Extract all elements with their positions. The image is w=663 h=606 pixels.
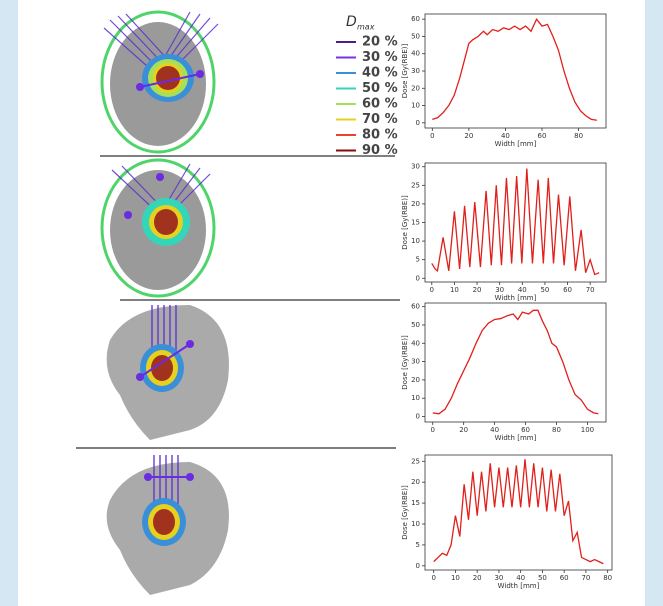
ct-image <box>106 305 229 440</box>
legend-label: 40 % <box>362 66 398 81</box>
y-tick-label: 20 <box>411 200 420 208</box>
x-tick-label: 0 <box>431 574 435 582</box>
x-tick-label: 80 <box>603 574 612 582</box>
x-tick-label: 30 <box>494 574 503 582</box>
ct-image <box>100 10 219 154</box>
y-tick-label: 10 <box>411 394 420 402</box>
y-tick-label: 60 <box>411 303 420 311</box>
data-line <box>432 17 597 121</box>
x-tick-label: 20 <box>459 426 468 434</box>
x-axis-label: Width [mm] <box>498 582 540 590</box>
y-axis-label: Dose [Gy(RBE)] <box>401 195 409 250</box>
legend-label: 90 % <box>362 143 398 158</box>
plot-frame <box>424 454 613 571</box>
y-axis-label: Dose [Gy(RBE)] <box>401 485 409 540</box>
y-tick-label: 30 <box>411 358 420 366</box>
x-tick-label: 60 <box>563 286 572 294</box>
y-tick-label: 60 <box>411 15 420 23</box>
plot-frame <box>424 302 607 423</box>
x-tick-label: 40 <box>501 132 510 140</box>
y-tick-label: 30 <box>411 163 420 171</box>
x-tick-label: 0 <box>431 426 435 434</box>
x-axis-label: Width [mm] <box>495 434 537 442</box>
x-tick-label: 40 <box>518 286 527 294</box>
x-tick-label: 40 <box>516 574 525 582</box>
y-tick-label: 5 <box>416 541 420 549</box>
y-tick-label: 20 <box>411 84 420 92</box>
x-tick-label: 40 <box>490 426 499 434</box>
legend-label: 70 % <box>362 112 398 127</box>
y-tick-label: 25 <box>411 457 420 465</box>
y-tick-label: 0 <box>416 274 420 282</box>
x-tick-label: 20 <box>473 574 482 582</box>
x-tick-label: 10 <box>451 574 460 582</box>
x-tick-label: 80 <box>574 132 583 140</box>
y-tick-label: 0 <box>416 562 420 570</box>
ct-image <box>106 455 229 595</box>
y-tick-label: 15 <box>411 499 420 507</box>
legend-label: 60 % <box>362 97 398 112</box>
x-tick-label: 30 <box>495 286 504 294</box>
plot-frame <box>424 162 607 283</box>
y-tick-label: 0 <box>416 119 420 127</box>
x-tick-label: 70 <box>581 574 590 582</box>
legend-label: 50 % <box>362 81 398 96</box>
x-tick-label: 60 <box>560 574 569 582</box>
legend-title-sub: max <box>357 23 375 32</box>
x-axis-label: Width [mm] <box>495 294 537 302</box>
legend-label: 30 % <box>362 50 398 65</box>
x-tick-label: 50 <box>540 286 549 294</box>
legend-label: 20 % <box>362 35 398 50</box>
x-axis-label: Width [mm] <box>495 140 537 148</box>
x-tick-label: 20 <box>464 132 473 140</box>
data-line <box>433 459 604 565</box>
y-tick-label: 40 <box>411 50 420 58</box>
plot-frame <box>424 13 607 129</box>
data-line <box>431 168 600 276</box>
x-tick-label: 70 <box>586 286 595 294</box>
y-tick-label: 10 <box>411 237 420 245</box>
x-tick-label: 60 <box>521 426 530 434</box>
x-tick-label: 0 <box>430 286 434 294</box>
x-tick-label: 10 <box>450 286 459 294</box>
y-tick-label: 50 <box>411 321 420 329</box>
y-tick-label: 40 <box>411 339 420 347</box>
x-tick-label: 50 <box>538 574 547 582</box>
y-tick-label: 50 <box>411 32 420 40</box>
x-tick-label: 60 <box>538 132 547 140</box>
y-tick-label: 10 <box>411 520 420 528</box>
x-tick-label: 80 <box>552 426 561 434</box>
y-tick-label: 10 <box>411 102 420 110</box>
y-tick-label: 20 <box>411 376 420 384</box>
y-tick-label: 15 <box>411 219 420 227</box>
ct-image <box>100 158 216 298</box>
y-axis-label: Dose [Gy(RBE)] <box>401 44 409 99</box>
x-tick-label: 100 <box>581 426 594 434</box>
data-line <box>432 309 599 415</box>
y-tick-label: 20 <box>411 478 420 486</box>
y-tick-label: 25 <box>411 181 420 189</box>
y-axis-label: Dose [Gy(RBE)] <box>401 335 409 390</box>
y-tick-label: 30 <box>411 67 420 75</box>
y-tick-label: 5 <box>416 256 420 264</box>
legend-label: 80 % <box>362 128 398 143</box>
legend-title: D <box>346 14 357 30</box>
x-tick-label: 20 <box>473 286 482 294</box>
y-tick-label: 0 <box>416 413 420 421</box>
x-tick-label: 0 <box>430 132 434 140</box>
